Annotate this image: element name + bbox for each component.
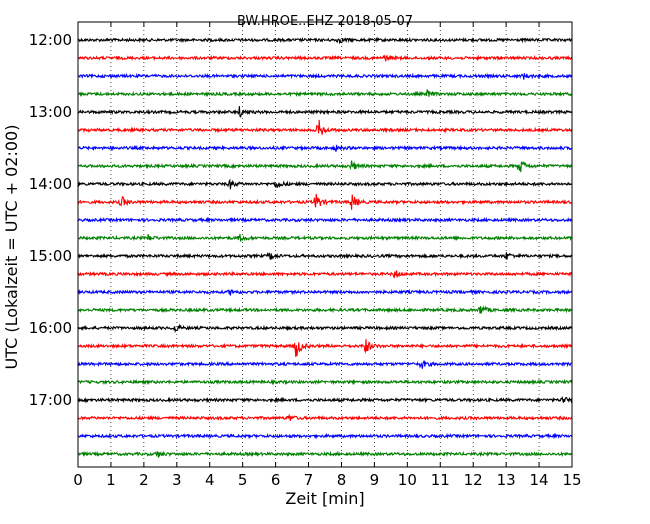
x-tick-label: 5: [238, 471, 248, 489]
trace-13:45: [77, 160, 573, 173]
trace-17:30: [77, 432, 573, 440]
trace-15:45: [77, 305, 573, 314]
y-tick-label: 15:00: [29, 247, 72, 265]
x-tick-label: 7: [304, 471, 314, 489]
trace-12:00: [77, 36, 573, 45]
x-tick-label: 6: [271, 471, 281, 489]
trace-15:30: [77, 288, 573, 296]
x-tick-label: 1: [106, 471, 116, 489]
x-tick-label: 4: [205, 471, 215, 489]
trace-16:00: [77, 323, 573, 334]
y-tick-label: 16:00: [29, 319, 72, 337]
trace-17:45: [77, 450, 572, 458]
trace-13:00: [77, 106, 573, 118]
trace-12:30: [77, 72, 573, 80]
trace-15:15: [77, 270, 573, 279]
x-tick-label: 15: [562, 471, 581, 489]
x-tick-label: 9: [370, 471, 380, 489]
y-tick-label: 12:00: [29, 31, 72, 49]
trace-14:45: [78, 233, 572, 242]
y-tick-label: 13:00: [29, 103, 72, 121]
seismic-traces: [77, 36, 573, 458]
x-tick-label: 10: [398, 471, 417, 489]
trace-14:00: [77, 178, 572, 190]
x-tick-label: 8: [337, 471, 347, 489]
plot-frame: [77, 21, 573, 468]
x-axis-label: Zeit [min]: [285, 489, 364, 508]
trace-14:15: [77, 193, 572, 210]
trace-14:30: [77, 216, 573, 224]
trace-17:00: [77, 396, 573, 404]
y-tick-label: 14:00: [29, 175, 72, 193]
trace-16:30: [77, 360, 572, 369]
trace-12:45: [77, 89, 573, 98]
trace-15:00: [77, 251, 573, 261]
x-tick-label: 13: [497, 471, 516, 489]
trace-16:15: [77, 339, 573, 358]
trace-16:45: [77, 378, 573, 386]
trace-13:15: [77, 119, 573, 135]
trace-17:15: [77, 413, 573, 422]
trace-12:15: [77, 54, 573, 62]
y-axis-label: UTC (Lokalzeit = UTC + 02:00): [2, 125, 21, 370]
x-tick-label: 12: [464, 471, 483, 489]
x-tick-label: 0: [73, 471, 83, 489]
trace-13:30: [77, 144, 572, 152]
x-tick-label: 14: [530, 471, 549, 489]
axis-ticks: 0 1 2 3 4 5 6 7 8 9 10 11 12 13 14 1512:0013:0014:0015:…: [29, 22, 582, 489]
x-tick-label: 11: [431, 471, 450, 489]
x-tick-label: 2: [139, 471, 149, 489]
y-tick-label: 17:00: [29, 391, 72, 409]
x-tick-label: 3: [172, 471, 182, 489]
